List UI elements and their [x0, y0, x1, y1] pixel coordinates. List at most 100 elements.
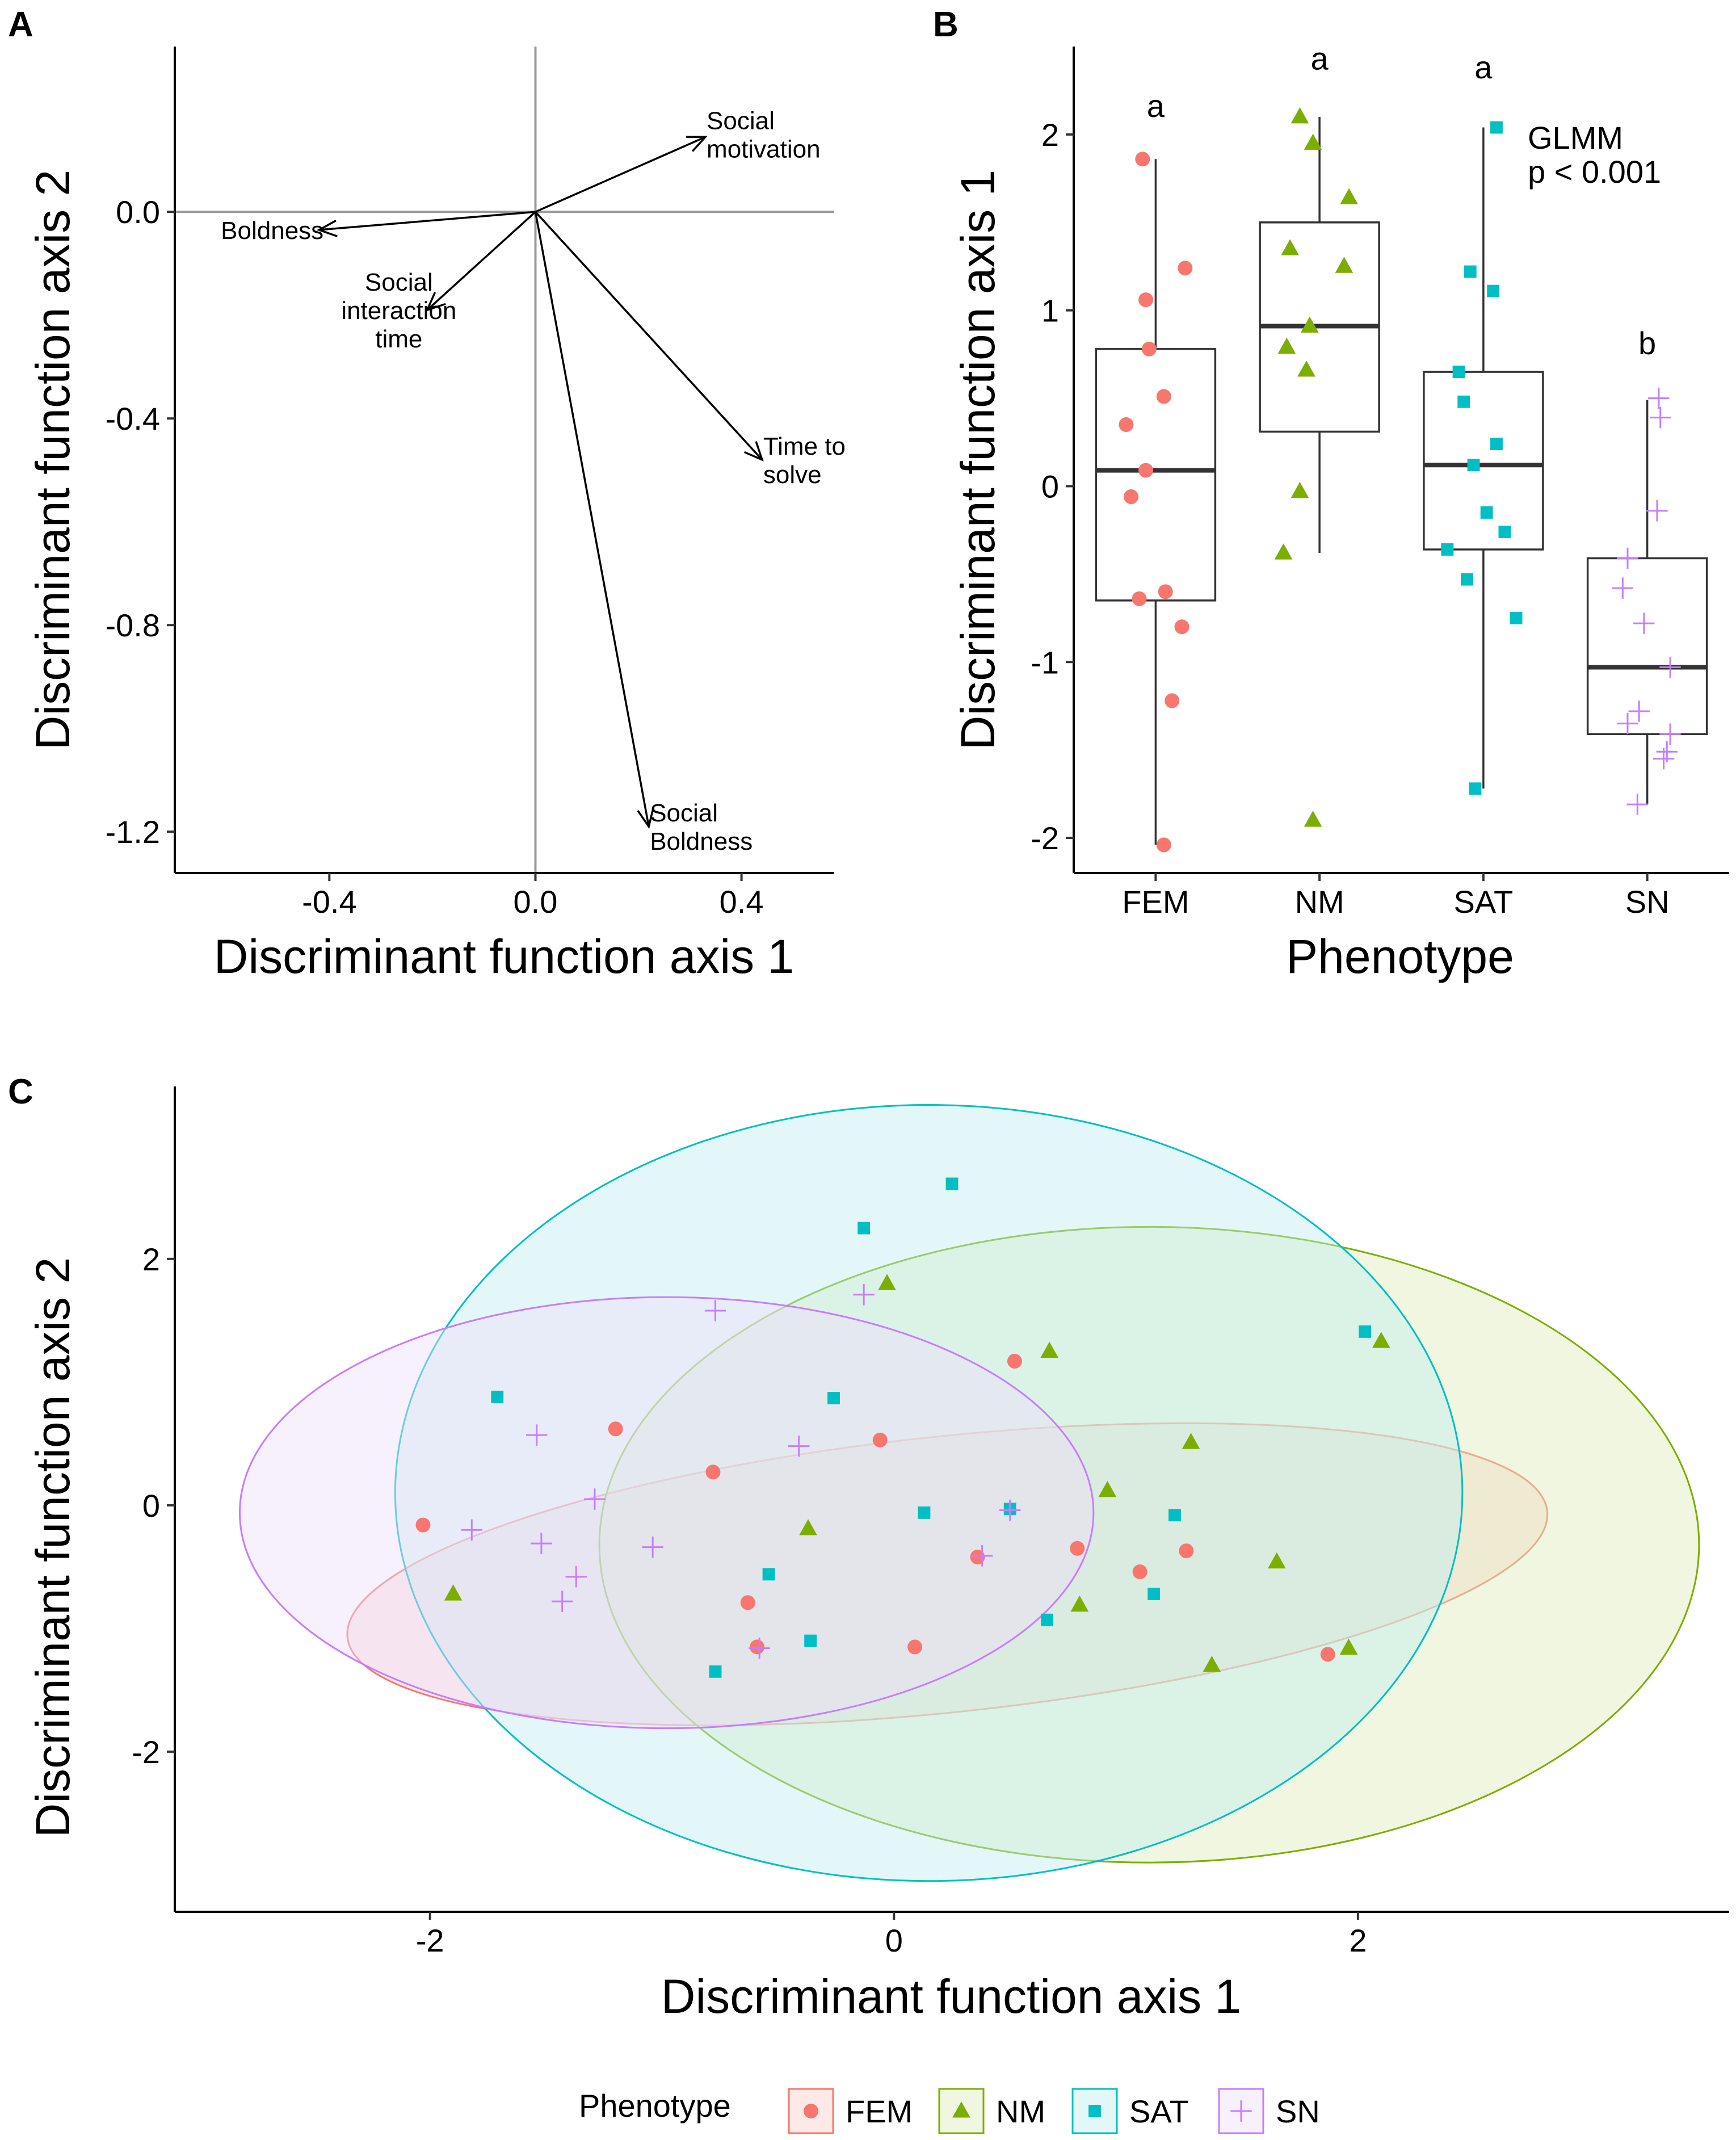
legend-marker-sat	[1088, 2105, 1101, 2117]
point-sn	[531, 1533, 552, 1554]
point-fem	[872, 1432, 888, 1447]
panel-c-letter: C	[8, 1072, 33, 1111]
ellipse-sat	[394, 1104, 1464, 1882]
panel-c-axes	[174, 1086, 1729, 1913]
point-sat	[1168, 1509, 1181, 1522]
point-nm	[1277, 337, 1296, 354]
legend-label-fem: FEM	[846, 2093, 913, 2129]
point-fem	[1124, 489, 1139, 505]
panel-c-y-tick-label: 0	[142, 1488, 160, 1524]
point-sn	[1659, 723, 1681, 745]
point-sat	[1441, 543, 1454, 556]
point-sn	[1653, 748, 1675, 770]
legend-marker-nm	[952, 2101, 970, 2118]
point-sn	[1612, 577, 1634, 599]
point-fem	[1174, 619, 1189, 635]
point-fem	[1007, 1353, 1022, 1369]
point-fem	[1132, 1564, 1147, 1580]
point-fem	[1178, 261, 1193, 276]
point-fem	[1141, 341, 1157, 356]
arrowhead-boldness	[316, 220, 338, 237]
point-sn	[999, 1499, 1021, 1521]
point-sat	[918, 1506, 931, 1519]
point-fem	[1138, 292, 1154, 308]
panel-a-y-tick-label: -1.2	[106, 814, 161, 850]
point-sat	[1467, 459, 1480, 472]
point-sat	[1041, 1613, 1054, 1626]
panel-b-ticks: FEM NM SAT SN 2 1 0 -1 -2	[1031, 117, 1669, 920]
panel-b-y-tick-label: 1	[1041, 293, 1059, 329]
panel-a-y-tick-label: -0.4	[106, 401, 161, 437]
panel-b-points	[1119, 107, 1681, 853]
arrow-label-social-interaction-time-0: Social	[365, 268, 433, 296]
arrow-label-time-to-solve-0: Time to	[763, 433, 846, 460]
point-sn	[971, 1545, 993, 1567]
point-sn	[1650, 406, 1671, 429]
point-sn	[565, 1566, 587, 1588]
arrow-label-social-boldness-1: Boldness	[650, 828, 753, 855]
panel-a-x-tick-label: 0.0	[514, 884, 558, 920]
panel-b-y-tick-label: -2	[1031, 820, 1059, 856]
arrow-label-social-motivation-1: motivation	[707, 135, 821, 163]
point-sn	[642, 1536, 663, 1558]
point-fem	[608, 1421, 623, 1437]
legend-label-sn: SN	[1276, 2093, 1320, 2129]
panel-b-x-tick-label: SAT	[1453, 884, 1513, 920]
point-nm	[1267, 1552, 1286, 1569]
point-fem	[1158, 584, 1173, 599]
panel-a: A SocialmotivationBoldnessSocialinteract…	[8, 5, 846, 983]
point-sat	[491, 1390, 504, 1403]
panel-a-letter: A	[8, 5, 33, 44]
point-fem	[1070, 1541, 1085, 1556]
point-nm	[1040, 1341, 1059, 1358]
panel-b-significance-letters: a a a b	[1147, 40, 1656, 361]
panel-c-y-tick-label: -2	[132, 1734, 160, 1770]
point-fem	[750, 1639, 765, 1655]
point-nm	[1339, 1638, 1358, 1655]
point-nm	[878, 1274, 896, 1290]
point-nm	[1098, 1480, 1117, 1497]
point-nm	[1274, 543, 1293, 560]
point-sn	[1659, 656, 1681, 678]
panel-b-x-axis-title: Phenotype	[1286, 930, 1514, 983]
point-fem	[705, 1465, 721, 1480]
point-sat	[945, 1177, 959, 1190]
panel-a-reference-lines	[175, 47, 834, 873]
point-fem	[1119, 417, 1134, 433]
point-fem	[1165, 693, 1180, 708]
panel-c-ellipses	[238, 1104, 1700, 1882]
point-sat	[1469, 782, 1482, 795]
legend-marker-fem	[804, 2104, 818, 2118]
point-sat	[1498, 526, 1511, 538]
arrow-label-time-to-solve-1: solve	[763, 461, 822, 489]
panel-b-annotation-line-1: GLMM	[1528, 120, 1623, 156]
point-fem	[1156, 837, 1171, 853]
point-fem	[1179, 1543, 1194, 1559]
point-nm	[1281, 239, 1299, 255]
arrow-label-boldness-0: Boldness	[221, 217, 323, 245]
point-sat	[1461, 573, 1473, 586]
panel-b-y-tick-label: 2	[1041, 117, 1059, 153]
panel-b-y-tick-label: -1	[1031, 644, 1059, 680]
legend-title: Phenotype	[579, 2088, 731, 2124]
point-sat	[804, 1634, 817, 1647]
ellipse-fem	[346, 1422, 1549, 1726]
arrowhead-social-motivation	[686, 136, 708, 152]
arrow-social-interaction-time	[426, 211, 536, 311]
point-sat	[1490, 121, 1503, 134]
panel-a-ticks: -0.4 0.0 0.4 0.0 -0.4 -0.8 -1.2	[106, 194, 764, 920]
arrowhead-social-interaction-time	[425, 292, 446, 312]
point-sn	[1626, 794, 1649, 815]
arrow-label-social-interaction-time-1: interaction	[341, 297, 456, 325]
panel-b-y-tick-label: 0	[1041, 468, 1059, 504]
point-sat	[762, 1568, 775, 1581]
panel-c-x-tick-label: -2	[416, 1923, 444, 1958]
point-sn	[1646, 500, 1668, 522]
legend: Phenotype FEM NM SAT SN	[579, 2088, 1320, 2134]
point-nm	[1304, 811, 1322, 827]
point-sn	[704, 1300, 726, 1321]
point-nm	[1300, 316, 1319, 333]
arrow-time-to-solve	[535, 211, 763, 461]
panel-c-y-axis-title: Discriminant function axis 2	[26, 1257, 79, 1837]
panel-b-letter: B	[933, 5, 959, 44]
